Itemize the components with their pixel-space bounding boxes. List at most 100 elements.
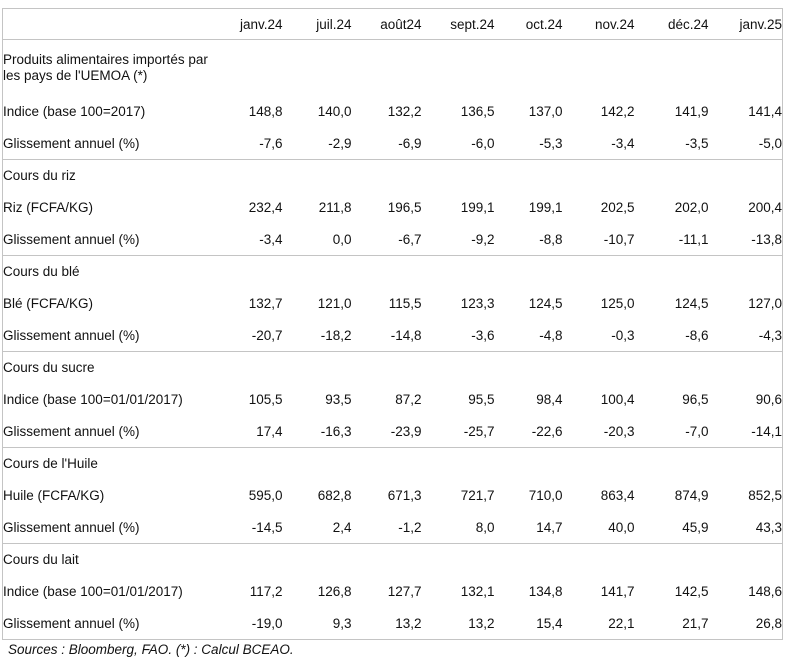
value-cell: 136,5 xyxy=(460,104,495,119)
row-label: Glissement annuel (%) xyxy=(2,415,213,448)
value-cell: 117,2 xyxy=(249,584,283,599)
value-cell: 671,3 xyxy=(387,488,422,503)
value-cell: -5,0 xyxy=(708,127,783,160)
value-cell: 13,2 xyxy=(351,607,422,640)
value-cell: -3,6 xyxy=(421,319,495,352)
empty-cell xyxy=(708,159,783,192)
empty-cell xyxy=(495,256,563,288)
row-label: Huile (FCFA/KG) xyxy=(2,479,213,512)
value-cell: 9,3 xyxy=(282,607,352,640)
value-cell: -22,6 xyxy=(494,415,563,448)
empty-cell xyxy=(708,447,783,480)
empty-cell xyxy=(422,40,495,96)
value-cell: 137,0 xyxy=(528,104,563,119)
section-title: Cours du blé xyxy=(2,255,213,288)
section-header-row: Produits alimentaires importés par les p… xyxy=(2,39,783,96)
empty-cell xyxy=(635,256,709,288)
value-cell: -23,9 xyxy=(351,415,422,448)
value-cell: 45,9 xyxy=(634,511,709,544)
column-header: nov.24 xyxy=(562,8,635,40)
value-cell: 132,7 xyxy=(248,296,283,311)
value-cell: 142,2 xyxy=(600,104,635,119)
value-cell: 96,5 xyxy=(682,392,709,407)
value-cell: 22,1 xyxy=(562,607,635,640)
value-cell: 202,0 xyxy=(674,200,709,215)
value-cell: 95,5 xyxy=(468,392,495,407)
empty-cell xyxy=(635,352,709,384)
empty-cell xyxy=(563,40,635,96)
table-row: Glissement annuel (%) -7,6 -2,9 -6,9 -6,0 -5,… xyxy=(2,127,783,160)
column-header: janv.25 xyxy=(708,8,783,40)
value-cell: -20,3 xyxy=(562,415,635,448)
value-cell: 682,8 xyxy=(317,488,352,503)
value-cell: 90,6 xyxy=(708,383,783,416)
empty-cell xyxy=(283,40,352,96)
value-cell: 721,7 xyxy=(460,488,495,503)
value-cell: 100,4 xyxy=(600,392,635,407)
value-cell: -7,0 xyxy=(634,415,709,448)
empty-cell xyxy=(352,256,422,288)
header-row: janv.24 juil.24 août24 sept.24 oct.24 no… xyxy=(2,8,783,40)
value-cell: 40,0 xyxy=(562,511,635,544)
value-cell: 874,9 xyxy=(674,488,709,503)
value-cell: 852,5 xyxy=(708,479,783,512)
section-title: Cours du sucre xyxy=(2,351,213,384)
value-cell: -2,9 xyxy=(282,127,352,160)
value-cell: 26,8 xyxy=(708,607,783,640)
value-cell: 0,0 xyxy=(282,223,352,256)
value-cell: 121,0 xyxy=(317,296,352,311)
empty-cell xyxy=(422,160,495,192)
value-cell: -10,7 xyxy=(562,223,635,256)
header-corner xyxy=(2,8,213,40)
value-cell: 196,5 xyxy=(387,200,422,215)
value-cell: 142,5 xyxy=(674,584,709,599)
table-row: Glissement annuel (%) -3,4 0,0 -6,7 -9,2 -8,8… xyxy=(2,223,783,256)
value-cell: -18,2 xyxy=(282,319,352,352)
value-cell: 140,0 xyxy=(317,104,352,119)
value-cell: 863,4 xyxy=(600,488,635,503)
value-cell: 127,0 xyxy=(708,287,783,320)
value-cell: 93,5 xyxy=(325,392,352,407)
value-cell: 148,6 xyxy=(708,575,783,608)
value-cell: 15,4 xyxy=(494,607,563,640)
value-cell: 17,4 xyxy=(212,415,283,448)
value-cell: -9,2 xyxy=(421,223,495,256)
section-title: Cours de l'Huile xyxy=(2,447,213,480)
empty-cell xyxy=(708,39,783,96)
empty-cell xyxy=(708,351,783,384)
empty-cell xyxy=(563,448,635,480)
empty-cell xyxy=(422,544,495,576)
empty-cell xyxy=(563,160,635,192)
empty-cell xyxy=(708,255,783,288)
empty-cell xyxy=(213,160,283,192)
table-row: Indice (base 100=01/01/2017) 105,5 93,5 87,… xyxy=(2,383,783,416)
value-cell: 141,9 xyxy=(674,104,709,119)
table-body: Produits alimentaires importés par les p… xyxy=(2,39,783,640)
value-cell: -11,1 xyxy=(634,223,709,256)
empty-cell xyxy=(213,544,283,576)
empty-cell xyxy=(635,160,709,192)
value-cell: 125,0 xyxy=(600,296,635,311)
row-label: Glissement annuel (%) xyxy=(2,127,213,160)
value-cell: 123,3 xyxy=(460,296,495,311)
empty-cell xyxy=(422,352,495,384)
value-cell: 14,7 xyxy=(494,511,563,544)
row-label: Indice (base 100=01/01/2017) xyxy=(2,575,213,608)
empty-cell xyxy=(283,352,352,384)
price-table: janv.24 juil.24 août24 sept.24 oct.24 no… xyxy=(2,8,783,640)
value-cell: 211,8 xyxy=(318,200,352,215)
value-cell: 141,4 xyxy=(708,95,783,128)
table-row: Glissement annuel (%) -20,7 -18,2 -14,8 -3,6… xyxy=(2,319,783,352)
section-header-row: Cours du blé xyxy=(2,255,783,288)
empty-cell xyxy=(283,160,352,192)
value-cell: 199,1 xyxy=(460,200,495,215)
value-cell: 141,7 xyxy=(600,584,635,599)
value-cell: 127,7 xyxy=(387,584,422,599)
empty-cell xyxy=(213,256,283,288)
empty-cell xyxy=(635,544,709,576)
empty-cell xyxy=(352,352,422,384)
empty-cell xyxy=(708,543,783,576)
row-label: Indice (base 100=2017) xyxy=(2,95,213,128)
column-header: sept.24 xyxy=(421,8,495,40)
column-header: juil.24 xyxy=(282,8,352,40)
